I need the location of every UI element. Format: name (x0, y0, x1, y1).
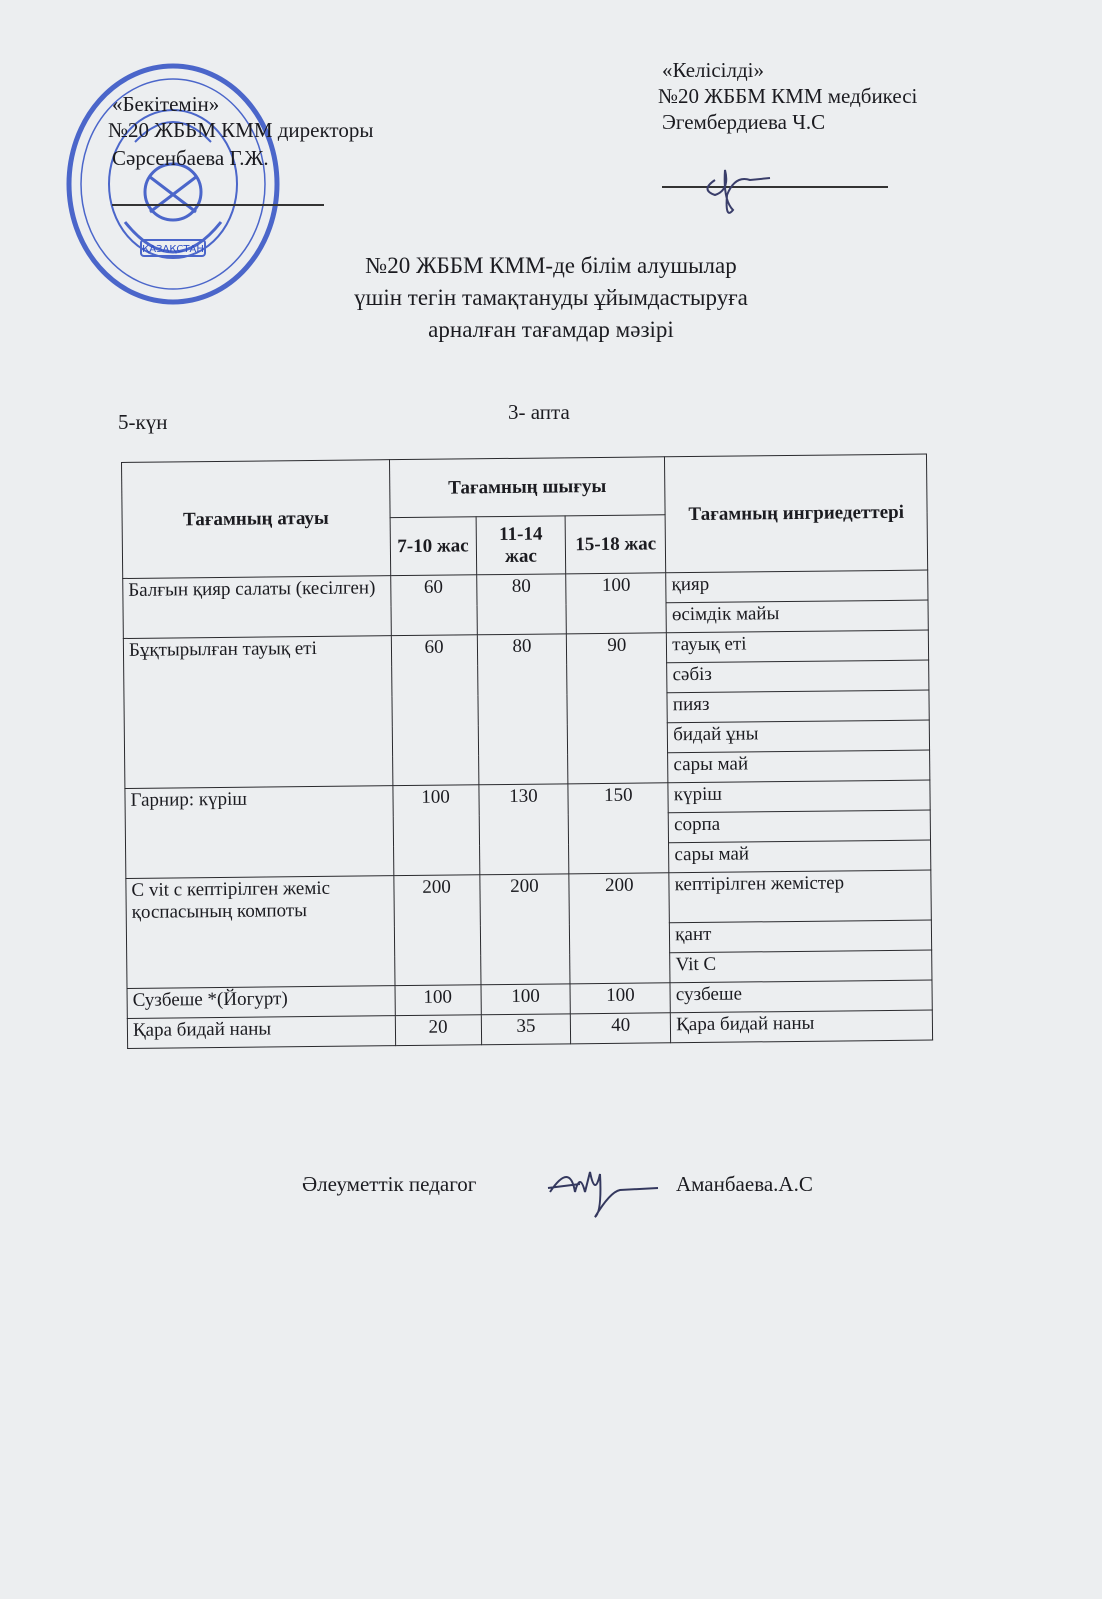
approval-signature-line (112, 204, 324, 206)
portion-value: 200 (393, 874, 481, 986)
portion-value: 40 (570, 1012, 671, 1044)
official-stamp: ҚАЗАҚСТАН (66, 63, 280, 305)
title-line-2: үшін тегін тамақтануды ұйымдастыруға (354, 285, 748, 310)
portion-value: 60 (390, 634, 479, 786)
portion-value: 200 (479, 873, 571, 985)
portion-value: 80 (476, 633, 569, 785)
ingredient: бидай ұны (667, 720, 930, 753)
pedagogue-signature (547, 1171, 659, 1218)
ingredient: қант (669, 920, 932, 953)
portion-value: 100 (392, 784, 480, 876)
approval-position: №20 ЖББМ КММ директоры (108, 118, 374, 142)
dish-name: C vit c кептірілген жеміс қоспасының ком… (125, 875, 395, 989)
ingredient: тауық еті (666, 630, 929, 663)
agreement-position: №20 ЖББМ КММ медбикесі (658, 84, 918, 108)
ingredient: сорпа (668, 810, 931, 843)
footer-name: Аманбаева.А.С (676, 1172, 813, 1196)
portion-value: 90 (566, 632, 669, 784)
ingredient: кептірілген жемістер (669, 870, 932, 923)
header-age-15-18: 15-18 жас (565, 514, 666, 574)
portion-value: 35 (480, 1013, 572, 1045)
header-age-11-14: 11-14 жас (475, 515, 567, 575)
title-line-1: №20 ЖББМ КММ-де білім алушылар (365, 253, 737, 278)
agreement-label: «Келісілді» (662, 58, 764, 82)
dish-name: Қара бидай наны (127, 1015, 396, 1049)
approval-name: Сәрсенбаева Г.Ж. (112, 146, 269, 170)
header-ingredients: Тағамның ингриедеттері (664, 454, 928, 573)
dish-name: Гарнир: күріш (124, 785, 394, 879)
header-age-7-10: 7-10 жас (389, 516, 477, 576)
ingredient: пияз (667, 690, 930, 723)
agreement-name: Эгембердиева Ч.С (662, 110, 826, 134)
ingredient: сары май (668, 840, 931, 873)
svg-text:ҚАЗАҚСТАН: ҚАЗАҚСТАН (142, 244, 204, 255)
agreement-signature-line (662, 186, 888, 188)
dish-name: Сузбеше *(Йогурт) (127, 985, 395, 1019)
ingredient: Vit C (669, 950, 932, 983)
portion-value: 100 (480, 983, 571, 1015)
portion-value: 150 (568, 782, 670, 874)
portion-value: 130 (478, 783, 570, 875)
day-label: 5-күн (118, 410, 168, 434)
document-title: №20 ЖББМ КММ-де білім алушылар үшін тегі… (0, 250, 1102, 346)
portion-value: 60 (390, 574, 477, 636)
nurse-signature (706, 169, 771, 214)
title-line-3: арналған тағамдар мәзірі (428, 317, 674, 342)
portion-value: 100 (566, 572, 667, 634)
dish-name: Бұқтырылған тауық еті (123, 635, 393, 789)
ingredient: қияр (665, 570, 928, 603)
portion-value: 80 (476, 573, 567, 635)
header-output: Тағамның шығуы (389, 456, 666, 518)
menu-table-body: Балғын қияр салаты (кесілген) 60 80 100 қияр… (122, 570, 933, 1049)
dish-name: Балғын қияр салаты (кесілген) (122, 575, 391, 639)
ingredient: сузбеше (670, 980, 933, 1013)
week-label: 3- апта (508, 400, 570, 424)
portion-value: 100 (570, 982, 671, 1014)
portion-value: 200 (569, 872, 671, 984)
ingredient: Қара бидай наны (670, 1010, 933, 1043)
menu-table: Тағамның атауы Тағамның шығуы Тағамның и… (121, 454, 933, 1049)
ingredient: сары май (667, 750, 930, 783)
portion-value: 20 (394, 1014, 482, 1046)
approval-label: «Бекітемін» (112, 92, 220, 116)
header-dish-name: Тағамның атауы (121, 459, 391, 579)
ingredient: сәбіз (666, 660, 929, 693)
table-row: C vit c кептірілген жеміс қоспасының ком… (125, 870, 932, 989)
ingredient: өсімдік майы (666, 600, 929, 633)
ingredient: күріш (668, 780, 931, 813)
footer-role: Әлеуметтік педагог (302, 1172, 477, 1196)
portion-value: 100 (394, 984, 481, 1016)
